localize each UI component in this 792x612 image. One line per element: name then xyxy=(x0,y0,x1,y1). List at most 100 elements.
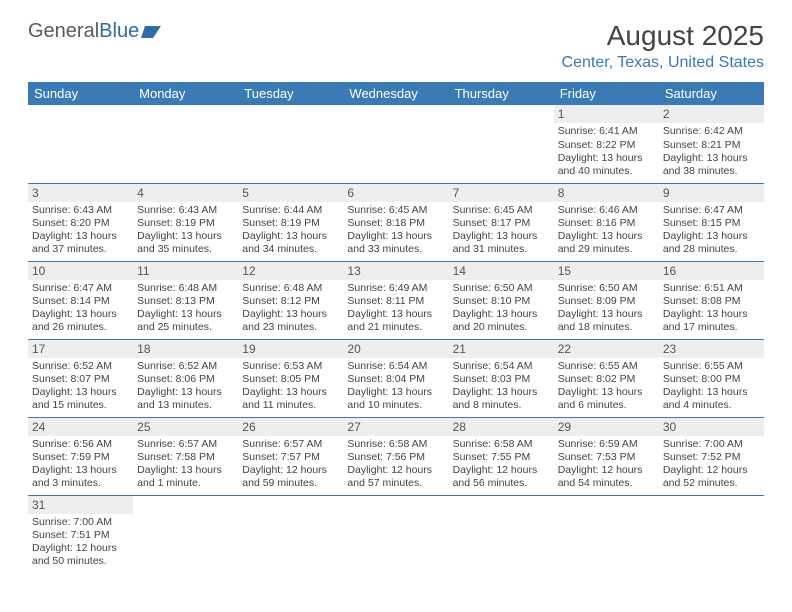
sunset-text: Sunset: 7:56 PM xyxy=(347,451,444,464)
daylight-text: Daylight: 13 hours and 18 minutes. xyxy=(558,308,655,334)
calendar-day-cell: 3Sunrise: 6:43 AMSunset: 8:20 PMDaylight… xyxy=(28,183,133,261)
sunset-text: Sunset: 8:18 PM xyxy=(347,217,444,230)
daylight-text: Daylight: 12 hours and 50 minutes. xyxy=(32,542,129,568)
calendar-table: SundayMondayTuesdayWednesdayThursdayFrid… xyxy=(28,82,764,573)
sunset-text: Sunset: 8:11 PM xyxy=(347,295,444,308)
daylight-text: Daylight: 12 hours and 57 minutes. xyxy=(347,464,444,490)
sunset-text: Sunset: 8:20 PM xyxy=(32,217,129,230)
day-number: 8 xyxy=(554,184,659,202)
sunrise-text: Sunrise: 6:52 AM xyxy=(137,360,234,373)
calendar-day-cell: 5Sunrise: 6:44 AMSunset: 8:19 PMDaylight… xyxy=(238,183,343,261)
daylight-text: Daylight: 13 hours and 40 minutes. xyxy=(558,152,655,178)
sunrise-text: Sunrise: 6:45 AM xyxy=(347,204,444,217)
day-number: 9 xyxy=(659,184,764,202)
day-number: 12 xyxy=(238,262,343,280)
daylight-text: Daylight: 13 hours and 29 minutes. xyxy=(558,230,655,256)
day-content: Sunrise: 6:46 AMSunset: 8:16 PMDaylight:… xyxy=(554,202,659,261)
sunset-text: Sunset: 7:58 PM xyxy=(137,451,234,464)
day-number: 1 xyxy=(554,105,659,123)
sunrise-text: Sunrise: 6:47 AM xyxy=(32,282,129,295)
calendar-day-cell: 20Sunrise: 6:54 AMSunset: 8:04 PMDayligh… xyxy=(343,339,448,417)
logo-word2: Blue xyxy=(99,20,139,43)
daylight-text: Daylight: 13 hours and 13 minutes. xyxy=(137,386,234,412)
calendar-week-row: 10Sunrise: 6:47 AMSunset: 8:14 PMDayligh… xyxy=(28,261,764,339)
daylight-text: Daylight: 13 hours and 4 minutes. xyxy=(663,386,760,412)
calendar-day-cell: 4Sunrise: 6:43 AMSunset: 8:19 PMDaylight… xyxy=(133,183,238,261)
daylight-text: Daylight: 13 hours and 26 minutes. xyxy=(32,308,129,334)
day-number: 4 xyxy=(133,184,238,202)
calendar-day-cell: 26Sunrise: 6:57 AMSunset: 7:57 PMDayligh… xyxy=(238,417,343,495)
day-content: Sunrise: 6:58 AMSunset: 7:56 PMDaylight:… xyxy=(343,436,448,495)
sunset-text: Sunset: 8:08 PM xyxy=(663,295,760,308)
day-content: Sunrise: 7:00 AMSunset: 7:52 PMDaylight:… xyxy=(659,436,764,495)
calendar-day-cell: 30Sunrise: 7:00 AMSunset: 7:52 PMDayligh… xyxy=(659,417,764,495)
sunrise-text: Sunrise: 6:55 AM xyxy=(663,360,760,373)
day-number: 15 xyxy=(554,262,659,280)
day-content: Sunrise: 6:41 AMSunset: 8:22 PMDaylight:… xyxy=(554,123,659,182)
calendar-day-cell: 12Sunrise: 6:48 AMSunset: 8:12 PMDayligh… xyxy=(238,261,343,339)
day-number: 21 xyxy=(449,340,554,358)
calendar-day-cell: 14Sunrise: 6:50 AMSunset: 8:10 PMDayligh… xyxy=(449,261,554,339)
calendar-day-cell: 11Sunrise: 6:48 AMSunset: 8:13 PMDayligh… xyxy=(133,261,238,339)
calendar-day-cell xyxy=(28,105,133,183)
sunset-text: Sunset: 8:02 PM xyxy=(558,373,655,386)
day-number: 31 xyxy=(28,496,133,514)
calendar-day-cell: 25Sunrise: 6:57 AMSunset: 7:58 PMDayligh… xyxy=(133,417,238,495)
calendar-week-row: 1Sunrise: 6:41 AMSunset: 8:22 PMDaylight… xyxy=(28,105,764,183)
day-content: Sunrise: 6:54 AMSunset: 8:03 PMDaylight:… xyxy=(449,358,554,417)
sunset-text: Sunset: 8:12 PM xyxy=(242,295,339,308)
calendar-day-cell xyxy=(659,495,764,573)
day-content: Sunrise: 6:43 AMSunset: 8:20 PMDaylight:… xyxy=(28,202,133,261)
calendar-body: 1Sunrise: 6:41 AMSunset: 8:22 PMDaylight… xyxy=(28,105,764,573)
calendar-day-cell: 18Sunrise: 6:52 AMSunset: 8:06 PMDayligh… xyxy=(133,339,238,417)
weekday-header: Thursday xyxy=(449,82,554,105)
calendar-week-row: 17Sunrise: 6:52 AMSunset: 8:07 PMDayligh… xyxy=(28,339,764,417)
daylight-text: Daylight: 13 hours and 34 minutes. xyxy=(242,230,339,256)
day-content: Sunrise: 6:45 AMSunset: 8:17 PMDaylight:… xyxy=(449,202,554,261)
sunset-text: Sunset: 8:00 PM xyxy=(663,373,760,386)
sunrise-text: Sunrise: 6:57 AM xyxy=(242,438,339,451)
sunrise-text: Sunrise: 6:58 AM xyxy=(453,438,550,451)
sunrise-text: Sunrise: 6:42 AM xyxy=(663,125,760,138)
sunrise-text: Sunrise: 6:45 AM xyxy=(453,204,550,217)
day-number: 14 xyxy=(449,262,554,280)
sunset-text: Sunset: 8:04 PM xyxy=(347,373,444,386)
day-content: Sunrise: 6:59 AMSunset: 7:53 PMDaylight:… xyxy=(554,436,659,495)
day-content: Sunrise: 7:00 AMSunset: 7:51 PMDaylight:… xyxy=(28,514,133,573)
sunrise-text: Sunrise: 6:41 AM xyxy=(558,125,655,138)
calendar-day-cell: 21Sunrise: 6:54 AMSunset: 8:03 PMDayligh… xyxy=(449,339,554,417)
daylight-text: Daylight: 13 hours and 6 minutes. xyxy=(558,386,655,412)
weekday-header: Tuesday xyxy=(238,82,343,105)
sunset-text: Sunset: 8:13 PM xyxy=(137,295,234,308)
day-number: 20 xyxy=(343,340,448,358)
daylight-text: Daylight: 12 hours and 52 minutes. xyxy=(663,464,760,490)
daylight-text: Daylight: 12 hours and 54 minutes. xyxy=(558,464,655,490)
calendar-day-cell: 16Sunrise: 6:51 AMSunset: 8:08 PMDayligh… xyxy=(659,261,764,339)
calendar-day-cell: 17Sunrise: 6:52 AMSunset: 8:07 PMDayligh… xyxy=(28,339,133,417)
daylight-text: Daylight: 13 hours and 35 minutes. xyxy=(137,230,234,256)
day-number: 2 xyxy=(659,105,764,123)
calendar-day-cell: 22Sunrise: 6:55 AMSunset: 8:02 PMDayligh… xyxy=(554,339,659,417)
day-content: Sunrise: 6:44 AMSunset: 8:19 PMDaylight:… xyxy=(238,202,343,261)
sunset-text: Sunset: 8:03 PM xyxy=(453,373,550,386)
calendar-day-cell xyxy=(238,495,343,573)
day-content: Sunrise: 6:45 AMSunset: 8:18 PMDaylight:… xyxy=(343,202,448,261)
calendar-day-cell: 9Sunrise: 6:47 AMSunset: 8:15 PMDaylight… xyxy=(659,183,764,261)
day-content: Sunrise: 6:52 AMSunset: 8:06 PMDaylight:… xyxy=(133,358,238,417)
calendar-day-cell xyxy=(554,495,659,573)
calendar-header-row: SundayMondayTuesdayWednesdayThursdayFrid… xyxy=(28,82,764,105)
sunset-text: Sunset: 7:57 PM xyxy=(242,451,339,464)
daylight-text: Daylight: 13 hours and 38 minutes. xyxy=(663,152,760,178)
day-number: 29 xyxy=(554,418,659,436)
day-number: 11 xyxy=(133,262,238,280)
calendar-day-cell: 29Sunrise: 6:59 AMSunset: 7:53 PMDayligh… xyxy=(554,417,659,495)
sunset-text: Sunset: 8:06 PM xyxy=(137,373,234,386)
sunrise-text: Sunrise: 6:51 AM xyxy=(663,282,760,295)
calendar-week-row: 24Sunrise: 6:56 AMSunset: 7:59 PMDayligh… xyxy=(28,417,764,495)
sunrise-text: Sunrise: 6:43 AM xyxy=(32,204,129,217)
day-number: 23 xyxy=(659,340,764,358)
day-content: Sunrise: 6:58 AMSunset: 7:55 PMDaylight:… xyxy=(449,436,554,495)
calendar-day-cell xyxy=(449,105,554,183)
calendar-day-cell: 19Sunrise: 6:53 AMSunset: 8:05 PMDayligh… xyxy=(238,339,343,417)
day-content: Sunrise: 6:55 AMSunset: 8:02 PMDaylight:… xyxy=(554,358,659,417)
